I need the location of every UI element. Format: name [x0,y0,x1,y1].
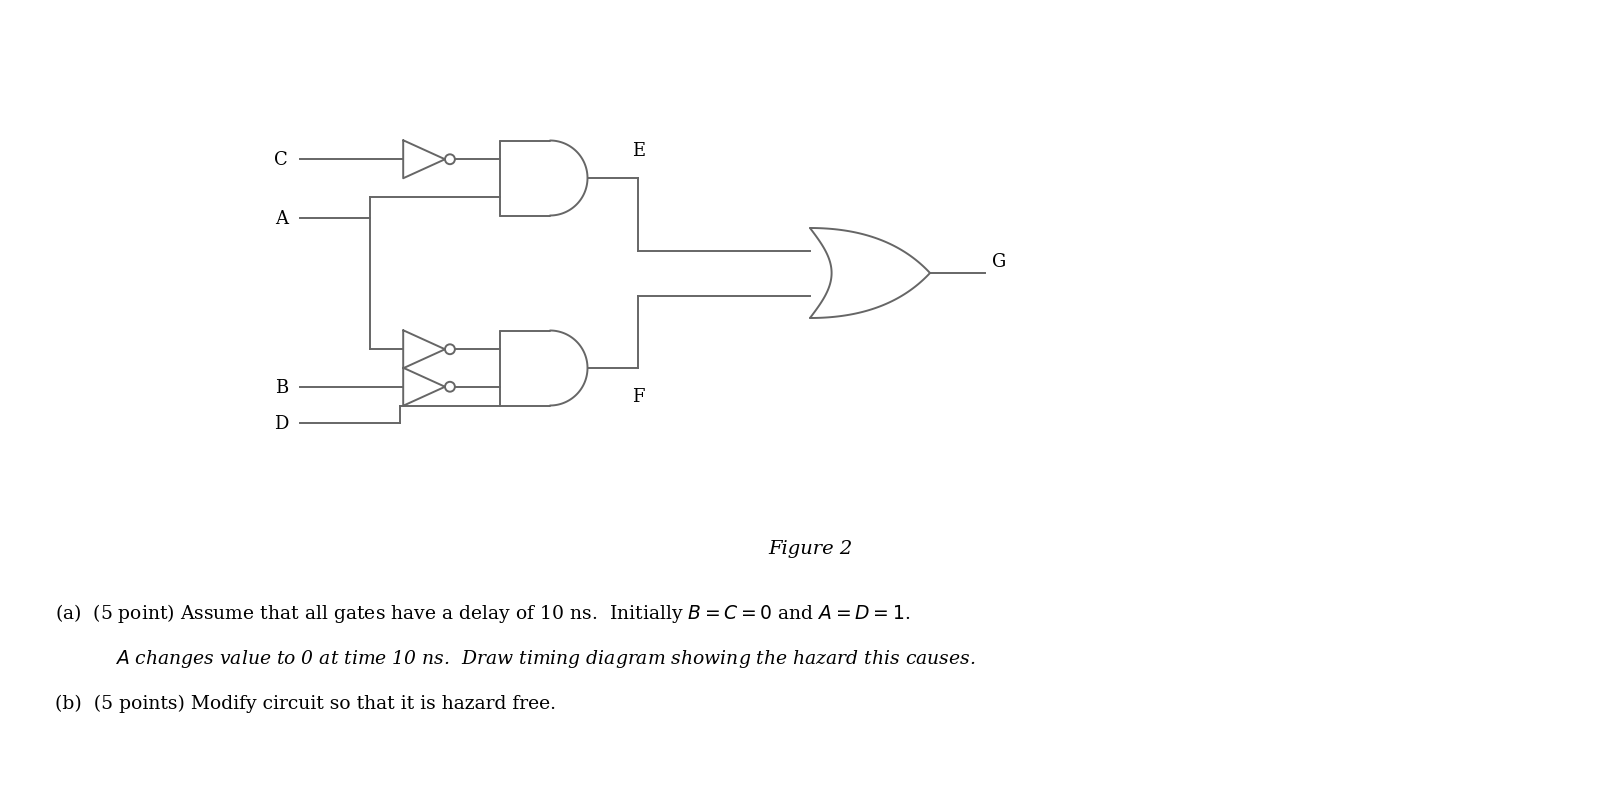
Text: (a)  (5 point) Assume that all gates have a delay of 10 ns.  Initially $B = C = : (a) (5 point) Assume that all gates have… [55,601,910,625]
Text: C: C [274,151,288,169]
Text: B: B [275,378,288,396]
Text: (b)  (5 points) Modify circuit so that it is hazard free.: (b) (5 points) Modify circuit so that it… [55,694,556,712]
Text: A: A [275,210,288,228]
Text: G: G [991,253,1006,271]
Text: E: E [632,142,646,160]
Text: Figure 2: Figure 2 [768,540,852,557]
Text: D: D [274,414,288,433]
Text: $A$ changes value to 0 at time 10 ns.  Draw timing diagram showing the hazard th: $A$ changes value to 0 at time 10 ns. Dr… [115,647,975,669]
Text: F: F [632,388,645,406]
